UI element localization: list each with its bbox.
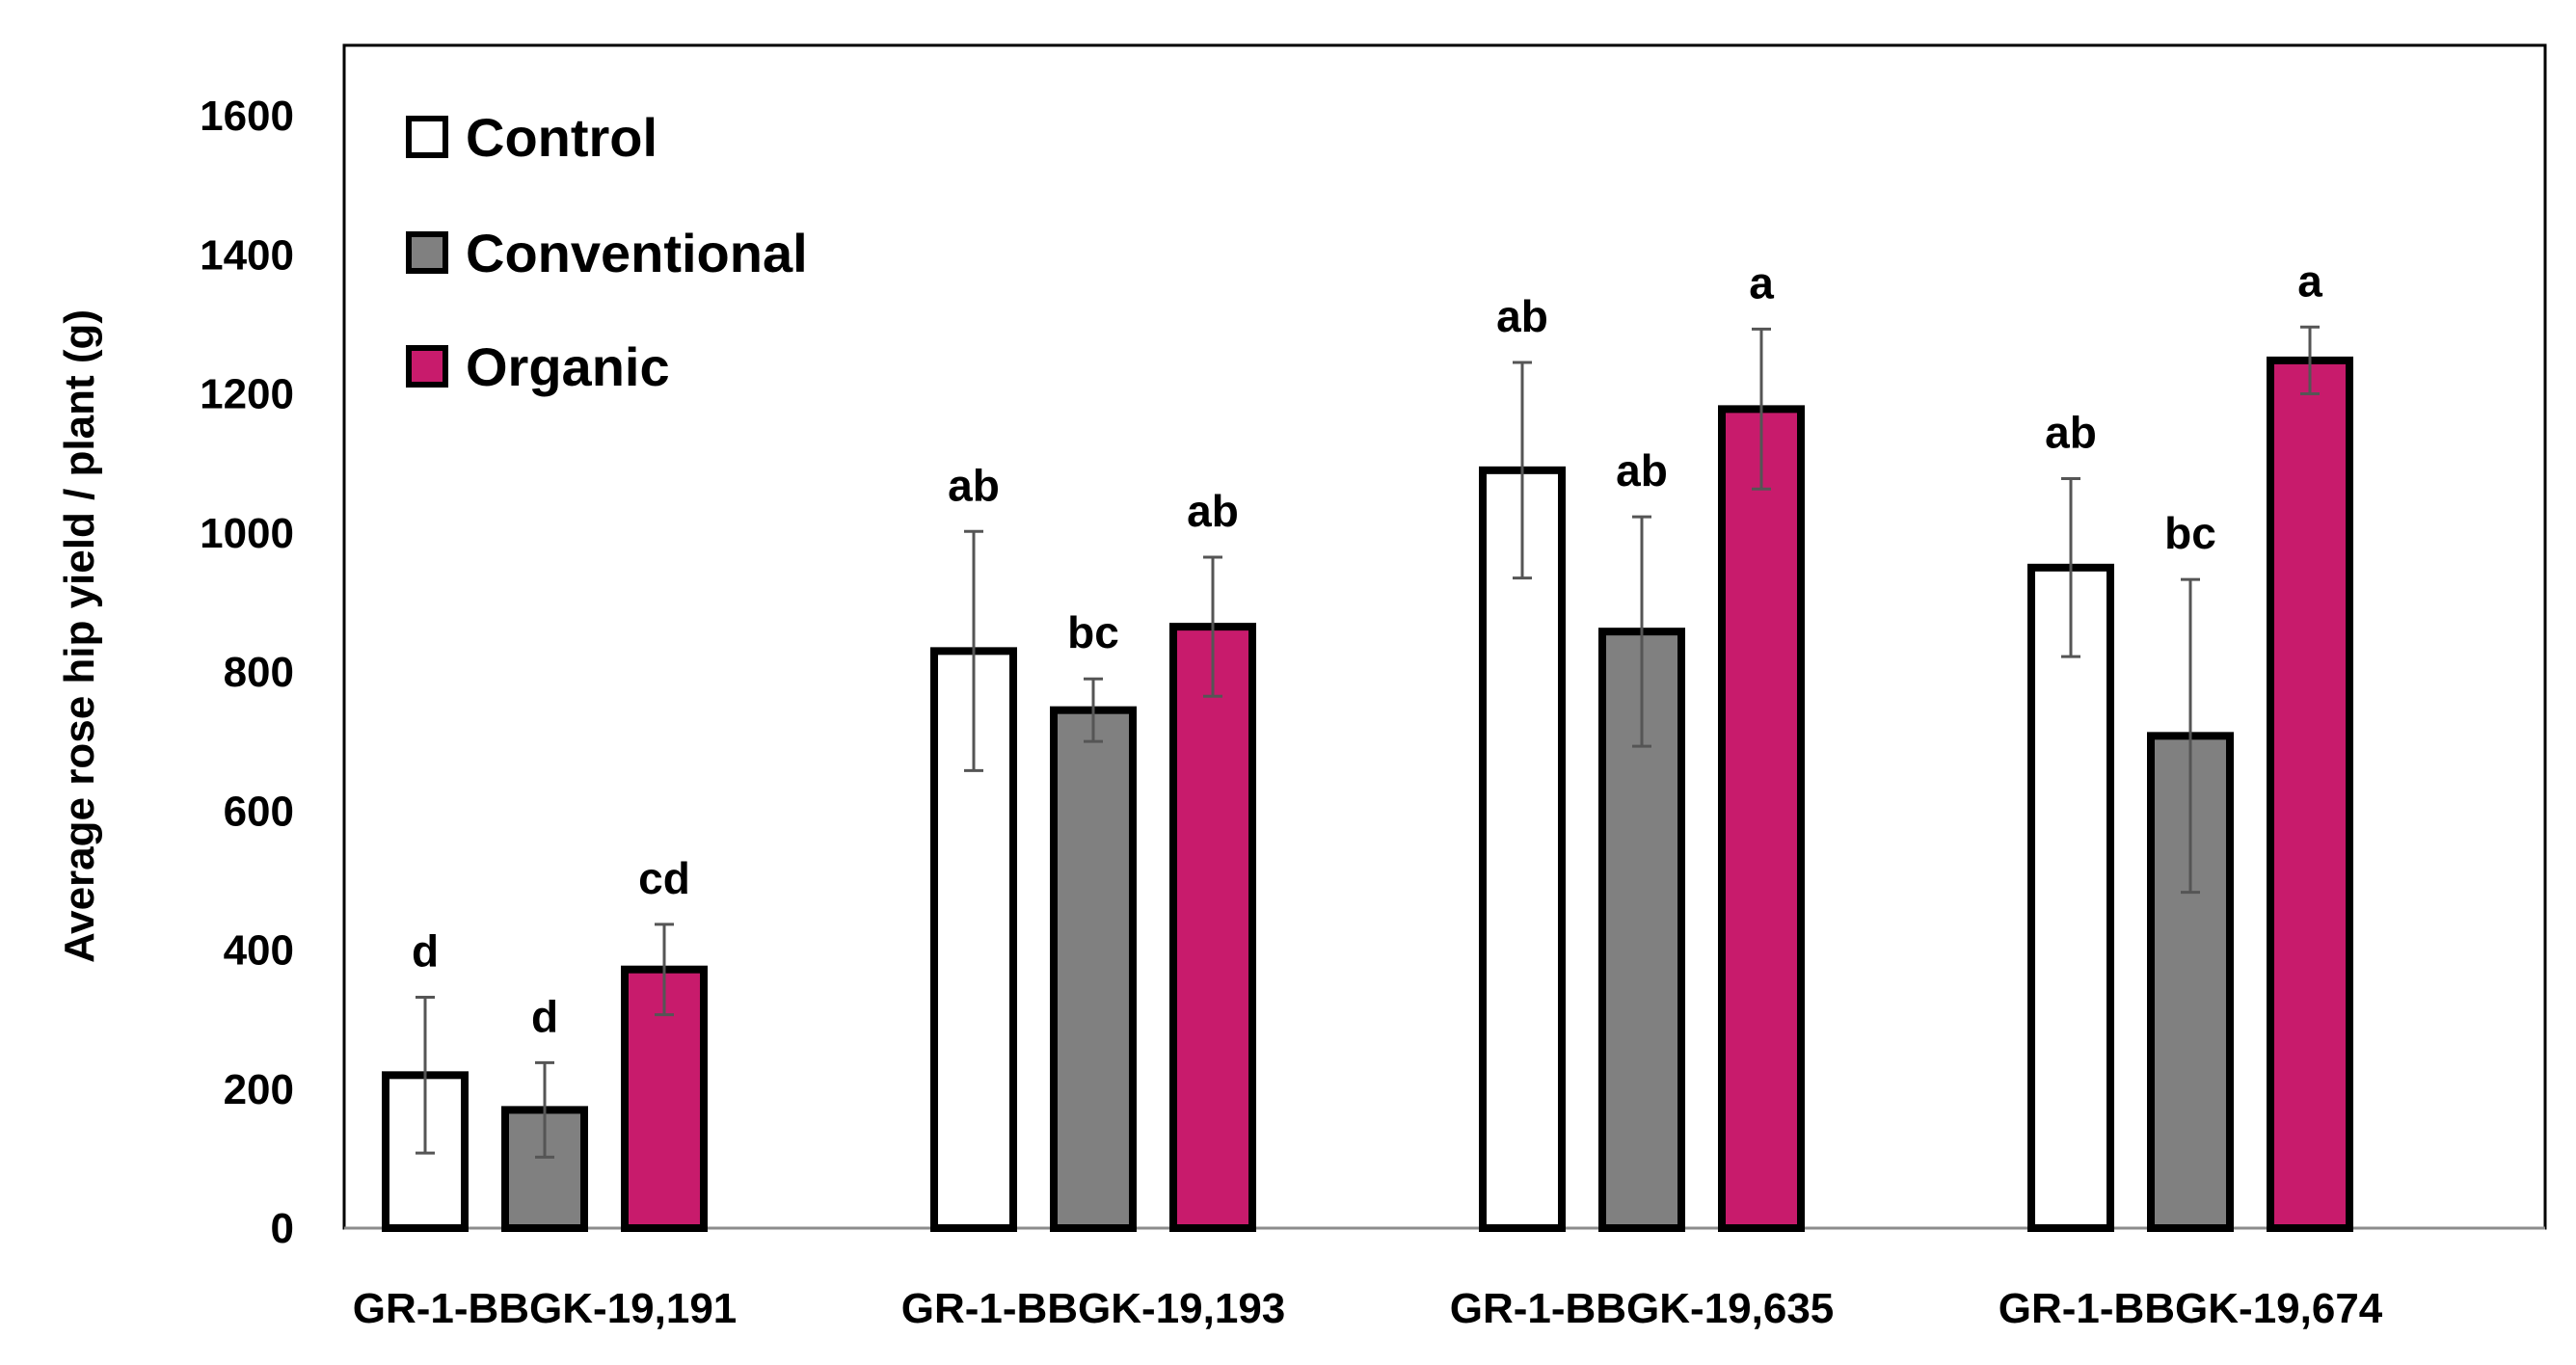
significance-label: ab bbox=[948, 460, 1000, 510]
significance-label: a bbox=[1749, 257, 1774, 308]
x-category-label: GR-1-BBGK-19,191 bbox=[353, 1285, 738, 1332]
significance-label: ab bbox=[2045, 407, 2097, 457]
significance-label: bc bbox=[2164, 508, 2216, 558]
x-axis-ticks: GR-1-BBGK-19,191 GR-1-BBGK-19,193 GR-1-BBG… bbox=[353, 1285, 2383, 1332]
significance-label: ab bbox=[1187, 486, 1239, 536]
legend-swatch-conventional bbox=[406, 231, 448, 274]
bar-organic-4 bbox=[2267, 356, 2353, 1232]
significance-label: d bbox=[531, 991, 558, 1041]
significance-label: a bbox=[2297, 255, 2322, 306]
bar-organic-2 bbox=[1169, 623, 1256, 1232]
significance-label: ab bbox=[1616, 445, 1668, 495]
legend-swatch-control bbox=[406, 116, 448, 158]
y-tick-label: 400 bbox=[224, 927, 294, 975]
y-tick-label: 1600 bbox=[200, 93, 294, 140]
x-category-label: GR-1-BBGK-19,635 bbox=[1450, 1285, 1835, 1332]
bars-layer: d ab ab ab d bc ab bc cd ab a a bbox=[382, 255, 2353, 1232]
bar-conventional-2 bbox=[1050, 706, 1137, 1232]
legend-label-organic: Organic bbox=[466, 336, 670, 397]
y-tick-label: 800 bbox=[224, 649, 294, 696]
significance-label: d bbox=[412, 926, 439, 977]
legend-swatch-organic bbox=[406, 345, 448, 388]
bar-control-4 bbox=[2027, 563, 2114, 1232]
significance-label: ab bbox=[1496, 291, 1548, 341]
x-category-label: GR-1-BBGK-19,674 bbox=[1999, 1285, 2383, 1332]
significance-label: bc bbox=[1067, 607, 1119, 657]
y-tick-label: 1200 bbox=[200, 371, 294, 418]
y-tick-label: 1400 bbox=[200, 231, 294, 279]
y-axis-ticks: 0 200 400 600 800 1000 1200 1400 1600 bbox=[200, 93, 294, 1252]
x-category-label: GR-1-BBGK-19,193 bbox=[901, 1285, 1286, 1332]
legend-label-conventional: Conventional bbox=[466, 223, 808, 283]
significance-label: cd bbox=[638, 853, 690, 903]
y-axis-title: Average rose hip yield / plant (g) bbox=[56, 309, 103, 963]
legend-label-control: Control bbox=[466, 107, 657, 168]
y-tick-label: 1000 bbox=[200, 510, 294, 557]
legend: Control Conventional Organic bbox=[406, 107, 808, 397]
bar-organic-3 bbox=[1718, 405, 1805, 1232]
bar-control-3 bbox=[1479, 466, 1566, 1232]
y-tick-label: 0 bbox=[271, 1205, 294, 1252]
y-tick-label: 600 bbox=[224, 788, 294, 835]
y-tick-label: 200 bbox=[224, 1066, 294, 1113]
